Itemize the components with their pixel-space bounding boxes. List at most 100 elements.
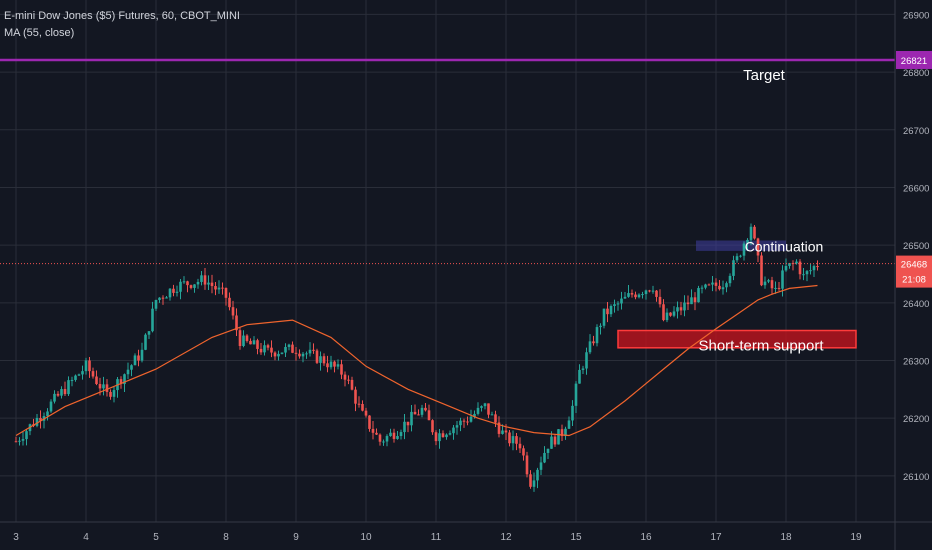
candlesticks: [14, 223, 819, 492]
candle-body: [413, 411, 417, 415]
candle-body: [154, 300, 158, 309]
candle-body: [291, 344, 294, 353]
candle-body: [140, 349, 144, 361]
candle-body: [760, 255, 763, 286]
x-tick-label: 3: [13, 532, 19, 543]
candle-body: [319, 356, 322, 363]
candle-body: [382, 441, 385, 443]
candle-body: [676, 307, 679, 312]
candle-body: [210, 282, 214, 287]
candle-body: [560, 429, 564, 437]
candle-body: [697, 288, 700, 303]
candle-body: [592, 341, 595, 344]
candle-body: [417, 414, 420, 416]
candle-body: [550, 436, 553, 449]
candle-body: [126, 369, 130, 375]
candle-body: [424, 407, 427, 411]
candle-body: [378, 434, 382, 442]
candle-body: [235, 315, 238, 331]
candle-body: [802, 274, 805, 276]
candle-body: [798, 261, 802, 275]
candle-body: [39, 417, 42, 421]
candle-body: [333, 361, 336, 367]
candle-body: [186, 281, 189, 286]
candle-body: [613, 304, 616, 307]
candle-body: [627, 293, 630, 297]
candle-body: [529, 474, 532, 487]
candle-body: [749, 226, 753, 240]
candle-body: [662, 304, 665, 321]
candle-body: [392, 432, 396, 439]
candle-body: [203, 275, 207, 285]
indicator-label[interactable]: MA (55, close): [4, 27, 75, 39]
symbol-title[interactable]: E-mini Dow Jones ($5) Futures, 60, CBOT_…: [4, 10, 240, 22]
candle-body: [616, 303, 620, 305]
candle-body: [25, 431, 28, 440]
candle-body: [399, 432, 403, 437]
candle-body: [434, 432, 438, 442]
candle-body: [665, 312, 669, 321]
candle-body: [340, 364, 343, 375]
candle-body: [532, 480, 536, 487]
support-annotation: Short-term support: [698, 338, 824, 355]
y-tick-label: 26900: [903, 10, 929, 21]
candle-body: [557, 429, 560, 445]
candle-body: [298, 353, 301, 357]
candle-body: [200, 275, 203, 282]
moving-average-line: [15, 284, 818, 437]
candle-body: [753, 226, 756, 239]
candle-body: [189, 285, 193, 288]
x-tick-label: 4: [83, 532, 89, 543]
candle-body: [658, 296, 662, 305]
candle-body: [441, 433, 445, 438]
candle-body: [756, 238, 760, 256]
candle-body: [161, 297, 165, 299]
y-tick-label: 26600: [903, 183, 929, 194]
candle-body: [249, 340, 252, 345]
candle-body: [721, 287, 725, 290]
candle-body: [711, 282, 714, 285]
candle-body: [784, 265, 788, 271]
target-price-badge-text: 26821: [901, 56, 927, 67]
candle-body: [228, 297, 231, 308]
candle-body: [427, 410, 431, 421]
candle-body: [280, 352, 284, 354]
candle-body: [718, 285, 721, 290]
candle-body: [273, 352, 277, 357]
candle-body: [158, 297, 161, 301]
candle-body: [462, 420, 466, 422]
y-tick-label: 26800: [903, 68, 929, 79]
target-price-badge: [896, 50, 932, 69]
candle-body: [571, 405, 574, 421]
candle-body: [343, 374, 347, 380]
candle-body: [88, 360, 91, 372]
candle-body: [315, 350, 319, 363]
candle-body: [508, 432, 511, 444]
candle-body: [63, 389, 67, 395]
candle-body: [196, 281, 200, 285]
candle-body: [70, 379, 74, 381]
candle-body: [651, 290, 655, 292]
candle-body: [193, 284, 196, 288]
candle-body: [483, 403, 487, 407]
candle-body: [168, 288, 172, 298]
y-tick-label: 26300: [903, 356, 929, 367]
candle-body: [256, 340, 259, 349]
candle-body: [816, 266, 819, 268]
candle-body: [704, 284, 707, 288]
countdown-badge-text: 21:08: [902, 275, 926, 286]
candle-body: [403, 421, 406, 433]
candle-body: [130, 365, 133, 370]
candle-body: [746, 239, 749, 244]
candle-body: [81, 371, 84, 375]
candle-body: [609, 306, 613, 315]
x-tick-label: 19: [850, 532, 862, 543]
candle-body: [336, 364, 340, 367]
candle-body: [410, 411, 413, 426]
candle-body: [74, 375, 77, 380]
candle-body: [53, 393, 56, 402]
candle-body: [312, 349, 315, 351]
candle-body: [805, 271, 809, 275]
candle-body: [263, 345, 266, 353]
